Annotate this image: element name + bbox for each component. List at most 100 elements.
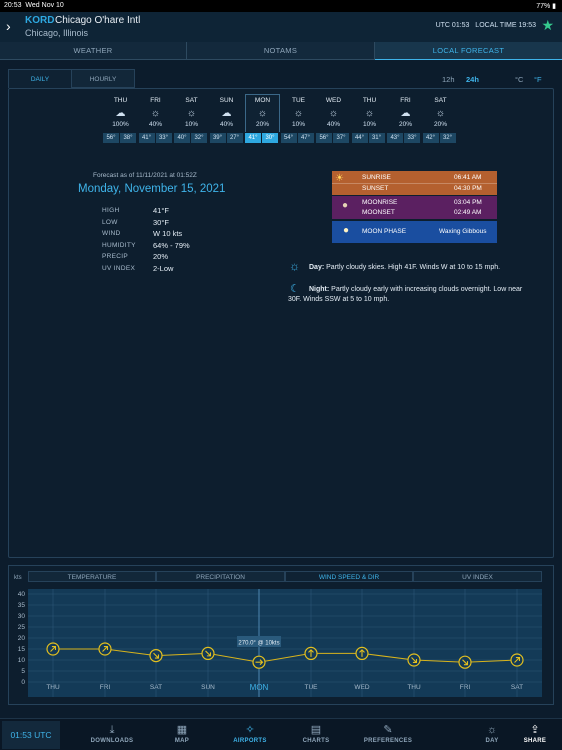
wind-point[interactable] <box>46 642 60 656</box>
y-tick-label: 10 <box>17 657 25 664</box>
night-moon-icon: ☾ <box>290 283 300 295</box>
tab-weather[interactable]: WEATHER <box>0 42 187 60</box>
forecast-asof: Forecast as of 11/11/2021 at 01:52Z <box>93 172 197 179</box>
cloud-icon: ☁ <box>115 108 126 119</box>
nav-label: CHARTS <box>302 738 330 744</box>
chevron-right-icon[interactable]: › <box>6 18 11 34</box>
status-bar: 20:53 Wed Nov 10 77% ▮ <box>0 0 562 12</box>
nav-label: PREFERENCES <box>363 738 413 744</box>
airport-code: KORD <box>25 15 55 26</box>
day-name: SUN <box>219 97 234 104</box>
main-tabs: WEATHER NOTAMS LOCAL FORECAST <box>0 42 562 60</box>
day-column[interactable]: SUN ☁ 40% <box>209 97 244 128</box>
graph-tab-wind[interactable]: WIND SPEED & DIR <box>285 571 413 582</box>
moonrise-time: 03:04 PM <box>454 199 482 206</box>
detail-label: LOW <box>102 218 118 226</box>
wind-point[interactable] <box>355 646 369 661</box>
nav-downloads[interactable]: ⤓ DOWNLOADS <box>82 722 142 744</box>
sun-icon: ☼ <box>486 724 498 736</box>
wind-point[interactable] <box>304 646 318 661</box>
sun-times: ☀ SUNRISE 06:41 AM SUNSET 04:30 PM <box>332 171 497 195</box>
low-temp: 33° <box>404 133 420 143</box>
day-column[interactable]: SAT ☼ 10% <box>174 97 209 128</box>
download-icon: ⤓ <box>109 724 115 736</box>
wind-point[interactable] <box>407 653 421 667</box>
tooltip-text: 270.0° @ 10kts <box>238 641 279 647</box>
partly-sunny-icon: ☼ <box>293 108 304 119</box>
wind-point[interactable] <box>458 655 472 669</box>
wind-direction-arrow-icon <box>205 650 212 657</box>
day-column[interactable]: FRI ☼ 40% <box>138 97 173 128</box>
tab-notams[interactable]: NOTAMS <box>187 42 375 60</box>
wind-direction-arrow-icon <box>462 659 469 666</box>
nav-map[interactable]: ▦ MAP <box>152 722 212 744</box>
detail-label: UV INDEX <box>102 264 136 272</box>
status-time: 20:53 Wed Nov 10 <box>4 2 64 9</box>
y-tick-label: 30 <box>17 613 25 620</box>
day-column[interactable]: THU ☼ 10% <box>352 97 387 128</box>
wind-direction-arrow-icon <box>50 645 57 652</box>
charts-icon: ▤ <box>310 724 322 736</box>
day-column[interactable]: SAT ☼ 20% <box>423 97 458 128</box>
wind-point[interactable] <box>149 648 163 663</box>
partly-sunny-icon: ☼ <box>364 108 375 119</box>
detail-label: HIGH <box>102 207 120 214</box>
day-column[interactable]: MON ☼ 20% <box>245 94 280 132</box>
wind-direction-arrow-icon <box>411 657 418 664</box>
favorite-star-icon[interactable]: ★ <box>541 17 554 33</box>
wind-point[interactable] <box>201 646 215 661</box>
wind-point[interactable] <box>252 655 266 669</box>
sunset-time: 04:30 PM <box>454 185 482 192</box>
detail-label: HUMIDITY <box>102 241 136 249</box>
y-tick-label: 40 <box>17 591 25 598</box>
nav-preferences[interactable]: ✎ PREFERENCES <box>358 722 418 744</box>
detail-value: 2-Low <box>153 263 174 273</box>
low-temp: 37° <box>333 133 349 143</box>
y-tick-label: 20 <box>17 635 25 642</box>
precip-chance: 20% <box>433 121 447 128</box>
high-temp: 43° <box>387 133 403 143</box>
day-column[interactable]: WED ☼ 40% <box>316 97 351 128</box>
graph-tab-precipitation[interactable]: PRECIPITATION <box>156 571 285 582</box>
toggle-celsius[interactable]: °C <box>515 75 524 84</box>
graph-tab-uv[interactable]: UV INDEX <box>413 571 542 582</box>
high-temp: 41° <box>138 133 155 143</box>
cloud-icon: ☁ <box>400 108 411 119</box>
partly-sunny-icon: ☼ <box>257 108 268 119</box>
toggle-fahrenheit[interactable]: °F <box>534 75 542 84</box>
nav-charts[interactable]: ▤ CHARTS <box>286 722 346 744</box>
clock-readout: UTC 01:53 LOCAL TIME 19:53 <box>435 22 536 29</box>
wind-point[interactable] <box>98 642 112 656</box>
moonset-time: 02:49 AM <box>454 209 482 216</box>
high-temp: 44° <box>351 133 368 143</box>
detail-value: 20% <box>153 252 169 261</box>
nav-share[interactable]: ⇪ SHARE <box>510 722 560 744</box>
wind-direction-arrow-icon <box>255 659 264 666</box>
wind-direction-arrow-icon <box>153 652 160 659</box>
sunrise-time: 06:41 AM <box>454 174 482 181</box>
night-narrative-cont: 30F. Winds SSW at 5 to 10 mph. <box>288 296 390 303</box>
toggle-12h[interactable]: 12h <box>442 75 455 84</box>
low-temp: 38° <box>120 133 136 143</box>
utc-clock-button[interactable]: 01:53 UTC <box>2 721 60 749</box>
wind-point[interactable] <box>510 653 524 667</box>
day-column[interactable]: TUE ☼ 10% <box>281 97 316 128</box>
day-column[interactable]: FRI ☁ 20% <box>388 97 423 128</box>
precip-chance: 10% <box>184 121 198 128</box>
low-temp: 30° <box>262 133 278 143</box>
high-temp: 42° <box>422 133 439 143</box>
tab-hourly[interactable]: HOURLY <box>71 69 135 88</box>
sunrise-icon: ☀ <box>335 173 344 184</box>
sunset-label: SUNSET <box>362 185 389 192</box>
toggle-24h[interactable]: 24h <box>466 75 479 84</box>
graph-tab-temperature[interactable]: TEMPERATURE <box>28 571 156 582</box>
high-temp: 39° <box>209 133 226 143</box>
airport-name: Chicago O'hare Intl <box>55 15 141 26</box>
nav-airports[interactable]: ✧ AIRPORTS <box>220 722 280 744</box>
y-unit-label: kts <box>14 575 22 581</box>
nav-day[interactable]: ☼ DAY <box>467 722 517 744</box>
y-tick-label: 25 <box>17 624 25 631</box>
moonset-label: MOONSET <box>362 209 395 216</box>
day-column[interactable]: THU ☁ 100% <box>103 97 138 128</box>
tab-local-forecast[interactable]: LOCAL FORECAST <box>375 42 562 60</box>
